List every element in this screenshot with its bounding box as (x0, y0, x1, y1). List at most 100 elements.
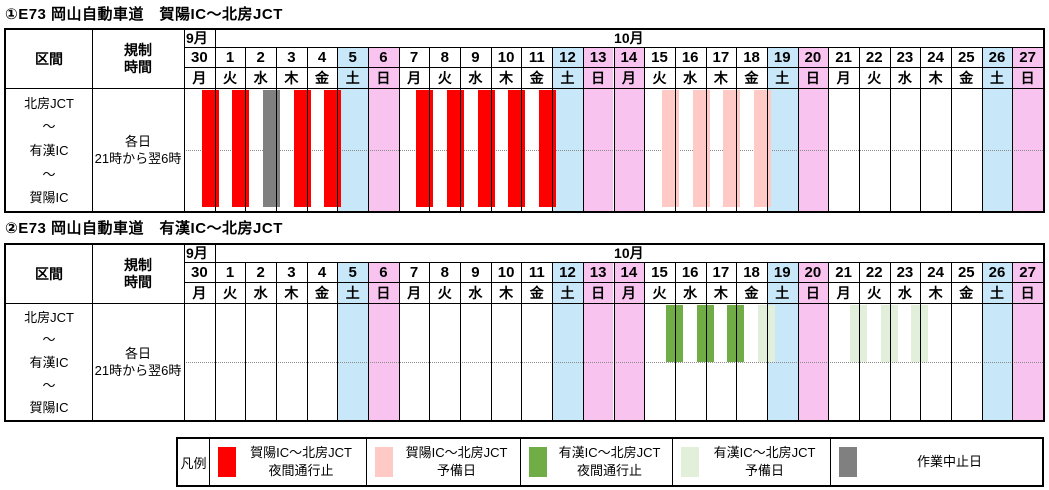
time-header-line: 時間 (124, 274, 152, 290)
time-column-header: 規制 時間 (92, 30, 184, 88)
grid-vline (552, 262, 554, 420)
kayo-closure-bar (447, 90, 465, 207)
dow-cell: 月 (613, 282, 645, 303)
date-cell: 21 (835, 263, 852, 281)
grid-vline (766, 262, 768, 420)
date-cell: 30 (190, 263, 208, 281)
dow-cell: 日 (582, 282, 614, 303)
dow-cell: 木 (713, 69, 728, 86)
dow-cell: 金 (529, 69, 544, 86)
legend-item: 賀陽IC〜北房JCT 夜間通行止 (210, 439, 366, 485)
dow-cell: 火 (437, 69, 452, 86)
kayo-closure-bar (477, 90, 495, 207)
section-line: 〜 (42, 377, 56, 393)
date-cell: 7 (409, 263, 419, 281)
grid-vline (613, 47, 615, 211)
legend-swatch-ukan-closure (529, 447, 547, 477)
grid-vline (797, 47, 799, 211)
table1-title: ①E73 岡山自動車道 賀陽IC〜北房JCT (5, 6, 283, 23)
timeline (184, 303, 1043, 420)
grid-vline (92, 245, 93, 420)
legend-label: 凡例 (180, 455, 207, 471)
dow-cell: 日 (797, 67, 829, 88)
date-cell: 12 (552, 262, 583, 282)
date-cell: 16 (681, 48, 699, 66)
dow-cell: 火 (867, 284, 882, 301)
kayo-closure-bar (324, 90, 342, 207)
grid-vline (490, 262, 492, 420)
grid-vline (705, 262, 707, 420)
grid-vline (490, 47, 492, 211)
dow-cell: 日 (1012, 282, 1043, 303)
date-cell: 14 (613, 47, 645, 67)
grid-vline (644, 47, 646, 211)
grid-vline (889, 47, 891, 211)
dow-cell: 土 (981, 67, 1013, 88)
date-cell: 3 (287, 263, 296, 281)
dow-cell: 水 (253, 284, 268, 301)
section-line: 賀陽IC (29, 400, 69, 416)
time-header-line: 規制 (124, 42, 152, 58)
september-label-cell: 9月 (186, 245, 208, 261)
dow-cell: 水 (897, 69, 912, 86)
grid-vline (460, 262, 462, 420)
dow-cell: 火 (652, 69, 667, 86)
date-cell: 16 (681, 263, 699, 281)
grid-vline (950, 47, 952, 211)
grid-vline (950, 262, 952, 420)
grid-vline (214, 245, 216, 262)
kayo-closure-bar (508, 90, 526, 207)
dow-cell: 月 (613, 67, 645, 88)
legend-item-label: 作業中止日 (857, 453, 1042, 471)
date-cell: 15 (651, 48, 668, 66)
schedule-table-2: 区間 規制 時間 9月 10月 30 月 1 火 2 水 3 木 4 金 5 土 6 日 7 月 8 火 9 水 10 木 11 金 12… (4, 243, 1045, 422)
ukan-reserve-bar (849, 305, 867, 362)
dow-cell: 土 (981, 282, 1013, 303)
date-cell: 20 (797, 262, 829, 282)
grid-vline (736, 262, 738, 420)
legend-item-line: 予備日 (436, 463, 476, 478)
legend-item-line: 夜間通行止 (576, 463, 642, 478)
grid-vline (429, 262, 431, 420)
date-cell: 15 (651, 263, 668, 281)
dow-cell: 金 (529, 284, 544, 301)
grid-vline (368, 47, 370, 211)
legend-swatch-ukan-reserve (681, 447, 699, 477)
kayo-reserve-bar (723, 90, 741, 207)
dow-cell: 金 (744, 69, 759, 86)
dow-cell: 月 (836, 69, 851, 86)
dow-cell: 水 (683, 284, 698, 301)
date-cell: 23 (896, 263, 914, 281)
date-cell: 7 (409, 48, 419, 66)
dow-cell: 日 (797, 282, 829, 303)
kayo-reserve-bar (753, 90, 771, 207)
date-cell: 18 (743, 48, 760, 66)
grid-vline (276, 47, 278, 211)
dow-cell: 火 (437, 284, 452, 301)
kayo-closure-bar (201, 90, 219, 207)
grid-vline (521, 262, 523, 420)
date-cell: 5 (337, 47, 369, 67)
legend-vline (830, 439, 831, 485)
section-line: 北房JCT (24, 95, 74, 111)
grid-vline (306, 262, 308, 420)
regulation-time-cell: 各日 21時から翌6時 (92, 88, 184, 211)
dow-cell: 金 (315, 284, 330, 301)
kayo-reserve-bar (661, 90, 679, 207)
date-cell: 21 (835, 48, 852, 66)
date-cell: 4 (317, 263, 327, 281)
dow-cell: 木 (284, 69, 299, 86)
date-cell: 9 (471, 48, 480, 66)
grid-vline (398, 47, 400, 211)
legend: 凡例 賀陽IC〜北房JCT 夜間通行止 賀陽IC〜北房JCT 予備日 有漢IC〜北房JCT… (176, 437, 1044, 487)
regulation-time-line: 各日 (124, 133, 151, 149)
date-cell: 9 (471, 263, 480, 281)
dow-cell: 金 (959, 69, 974, 86)
date-cell: 1 (225, 48, 235, 66)
section-line: 有漢IC (29, 354, 69, 370)
dow-cell: 火 (223, 69, 237, 86)
legend-vline (366, 439, 367, 485)
schedule-table-1: 区間 規制 時間 9月 10月 30 月 1 火 2 水 3 木 4 金 5 土 6 日 7 月 8 火 9 水 10 木 11 金 12… (4, 28, 1045, 213)
kayo-reserve-bar (692, 90, 710, 207)
legend-item: 賀陽IC〜北房JCT 予備日 (367, 439, 520, 485)
